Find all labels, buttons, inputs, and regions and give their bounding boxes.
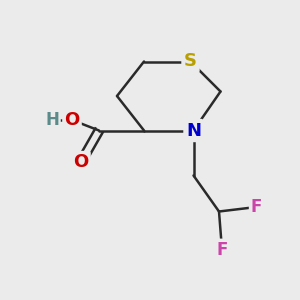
Text: O: O — [74, 153, 88, 171]
Text: S: S — [184, 52, 197, 70]
Text: F: F — [251, 198, 262, 216]
Text: O: O — [64, 111, 80, 129]
Text: H: H — [46, 111, 59, 129]
Text: N: N — [186, 122, 201, 140]
Text: F: F — [216, 241, 228, 259]
